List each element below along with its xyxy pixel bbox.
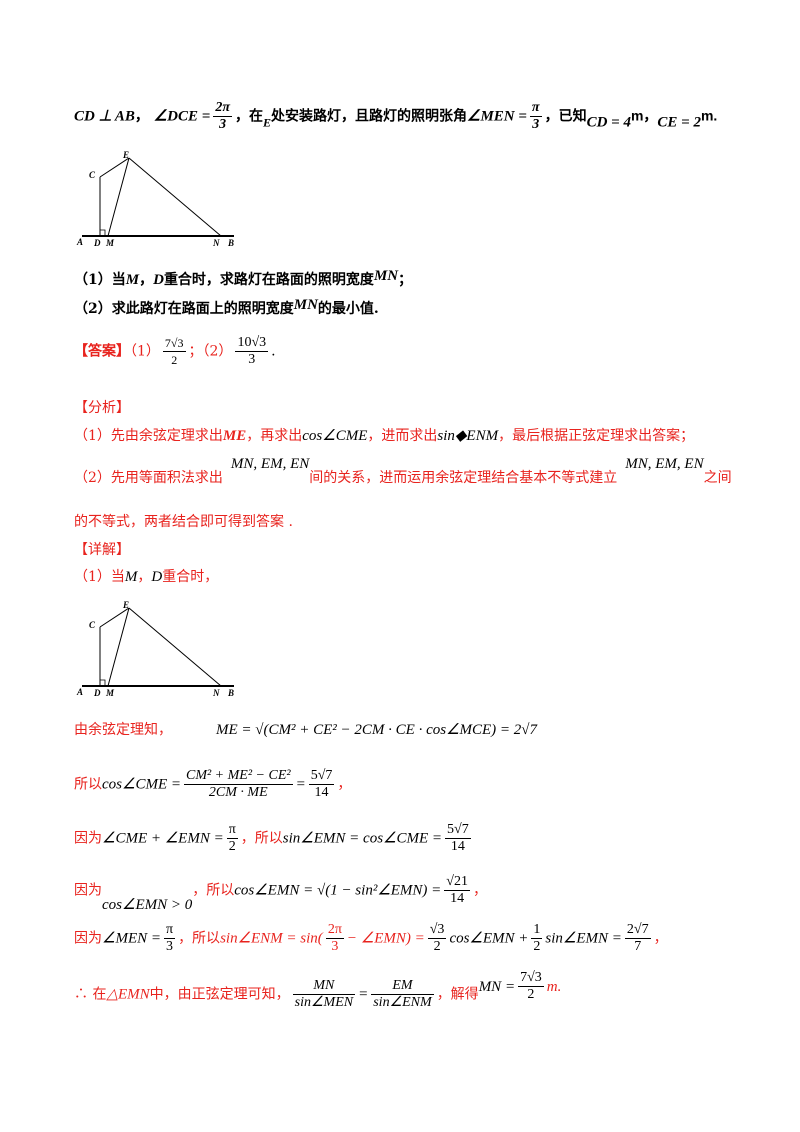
label-e: E	[122, 150, 129, 160]
segment-en	[128, 607, 222, 687]
answer-1-fraction: 7√3 2	[162, 336, 186, 367]
cd-value: CD = 4	[586, 114, 631, 131]
cd-perp-ab: CD ⊥ AB	[74, 108, 135, 125]
geometry-figure-2: A D M N B C E	[76, 600, 234, 698]
analysis-line-2: （2）先用等面积法求出MN, EM, EN间的关系，进而运用余弦定理结合基本不等…	[74, 456, 732, 486]
ce-value: CE = 2	[657, 114, 701, 131]
angle-dce: ∠DCE =	[153, 108, 211, 125]
segment-en	[128, 157, 222, 237]
me-formula: ME = √(CM² + CE² − 2CM · CE · cos∠MCE) =…	[216, 722, 538, 738]
angle-dce-fraction: 2π 3	[213, 100, 232, 132]
label-c: C	[89, 170, 96, 180]
label-a: A	[76, 237, 83, 247]
label-n: N	[212, 238, 220, 248]
detail-label: 【详解】	[74, 542, 130, 558]
right-angle-mark	[100, 679, 106, 686]
segment-em	[107, 157, 130, 237]
label-n: N	[212, 688, 220, 698]
step-6: ∴ 在△EMN中，由正弦定理可知， MN sin∠MEN = EM sin∠ENM ，解得M…	[74, 970, 562, 1010]
geometry-figure-1: A D M N B C E	[76, 150, 234, 248]
analysis-line-1: （1）先由余弦定理求出ME，再求出cos∠CME，进而求出sin◆ENM，最后根…	[74, 428, 695, 444]
step-5: 因为∠MEN = π 3 ，所以sin∠ENM = sin(2π 3− ∠EMN) = √…	[74, 922, 668, 954]
answer-line: 【答案】（1） 7√3 2 ；（2） 10√3 3.	[74, 335, 276, 367]
answer-label: 【答案】	[74, 343, 130, 360]
segment-em	[107, 607, 130, 687]
segment-ce	[99, 157, 130, 178]
step-2: 所以cos∠CME = CM² + ME² − CE² 2CM · ME = 5√7 14…	[74, 768, 352, 800]
analysis-label: 【分析】	[74, 400, 130, 416]
detail-case-1: （1）当M，D重合时，	[74, 569, 219, 585]
step-4: 因为cos∠EMN > 0，所以cos∠EMN = √(1 − sin²∠EMN…	[74, 874, 487, 913]
analysis-line-3: 的不等式，两者结合即可得到答案 .	[74, 514, 293, 530]
step-1: 由余弦定理知， ME = √(CM² + CE² − 2CM · CE · cos…	[74, 722, 538, 738]
problem-line-1: CD ⊥ AB， ∠DCE = 2π 3 ，在E处安装路灯，且路灯的照明张角∠MEN …	[74, 100, 718, 132]
label-b: B	[227, 238, 234, 248]
label-d: D	[93, 688, 101, 698]
label-a: A	[76, 687, 83, 697]
label-m: M	[105, 238, 115, 248]
label-e: E	[122, 600, 129, 610]
angle-men: ∠MEN =	[467, 108, 527, 125]
point-e: E	[262, 115, 271, 130]
right-angle-mark	[100, 229, 106, 236]
question-1: （1）当M，D重合时，求路灯在路面的照明宽度MN；	[74, 268, 413, 288]
question-2: （2）求此路灯在路面上的照明宽度MN的最小值.	[74, 297, 379, 317]
label-d: D	[93, 238, 101, 248]
answer-2-fraction: 10√3 3	[235, 335, 269, 367]
step-3: 因为∠CME + ∠EMN = π 2 ，所以sin∠EMN = cos∠CME = 5…	[74, 822, 471, 854]
label-b: B	[227, 688, 234, 698]
label-c: C	[89, 620, 96, 630]
segment-ce	[99, 607, 130, 628]
label-m: M	[105, 688, 115, 698]
